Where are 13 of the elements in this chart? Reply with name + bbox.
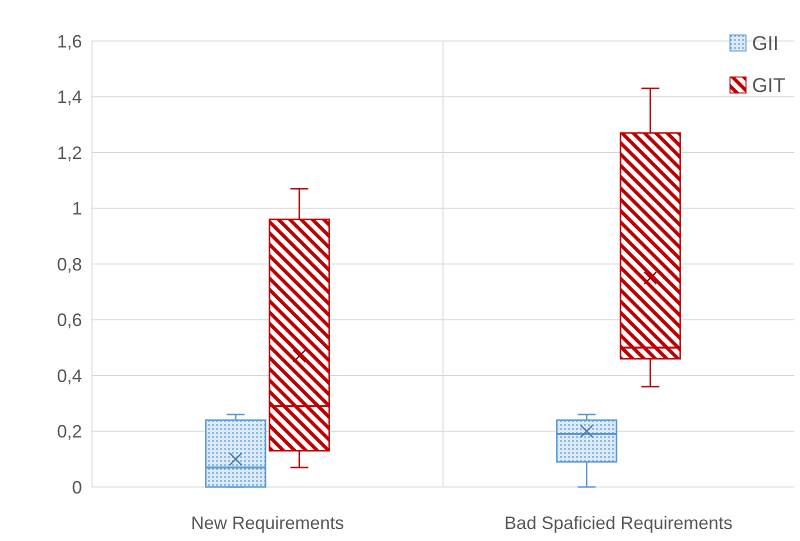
x-tick-label: Bad Spaficied Requirements (504, 513, 733, 533)
y-tick-label: 0 (72, 477, 82, 498)
legend-label: GIT (752, 75, 786, 97)
y-tick-label: 1 (72, 198, 82, 219)
y-tick-label: 0,4 (56, 366, 82, 386)
y-tick-label: 0,2 (56, 422, 82, 442)
x-tick-label: New Requirements (190, 513, 344, 533)
y-tick-label: 1,6 (56, 31, 82, 52)
y-tick-label: 1,4 (56, 87, 82, 108)
y-tick-label: 0,6 (56, 310, 82, 330)
y-tick-label: 1,2 (56, 142, 82, 163)
legend-label: GII (752, 33, 779, 55)
y-tick-label: 0,8 (56, 254, 82, 274)
